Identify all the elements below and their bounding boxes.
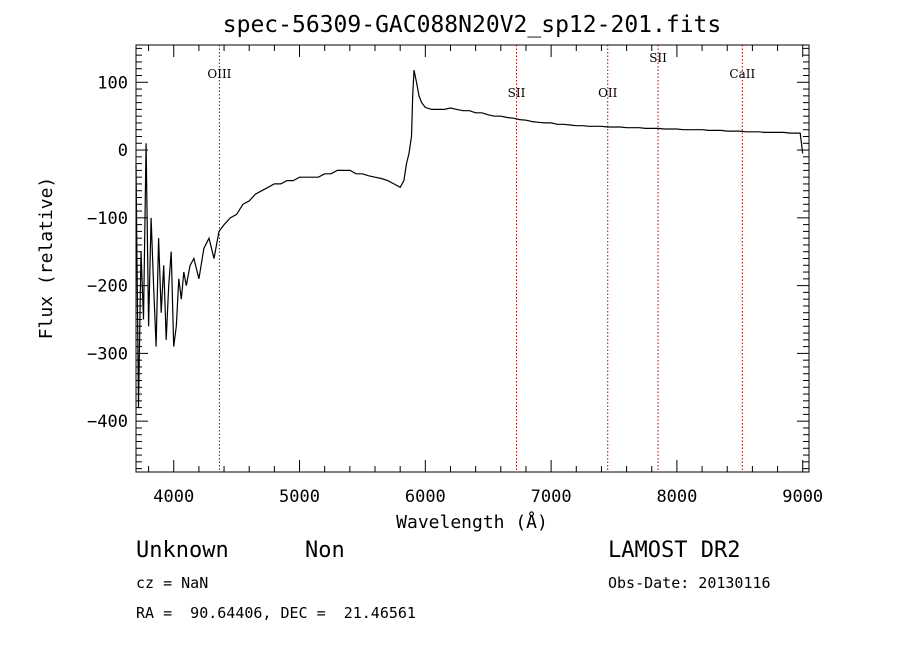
x-tick-label: 9000 [782,487,823,507]
x-axis: 4000 5000 6000 7000 8000 9000 [148,45,823,507]
y-tick-label: −400 [87,412,128,432]
spectral-line-label: OII [598,86,618,100]
y-tick-label: 100 [97,73,128,93]
x-tick-label: 7000 [531,487,572,507]
y-tick-label: −100 [87,209,128,229]
y-axis: −400 −300 −200 −100 0 100 [87,73,809,432]
cz-value: cz = NaN [136,574,209,592]
obs-date: Obs-Date: 20130116 [608,574,771,592]
x-axis-label: Wavelength (Å) [396,511,548,533]
spectral-line-label: SII [508,86,526,100]
spectral-line-label: OIII [207,67,231,81]
chart-title: spec-56309-GAC088N20V2_sp12-201.fits [223,12,722,38]
x-tick-label: 4000 [153,487,194,507]
x-tick-label: 8000 [656,487,697,507]
subclass-label: Non [305,538,345,563]
x-tick-label: 6000 [405,487,446,507]
class-label: Unknown [136,538,229,563]
survey-label: LAMOST DR2 [608,538,741,563]
spectral-lines: OIII SII OII SII CaII [207,45,755,472]
x-tick-label: 5000 [279,487,320,507]
spectral-line-label: CaII [729,67,755,81]
plot-frame [135,44,810,473]
y-tick-label: −300 [87,344,128,364]
spectrum-series-line [135,69,804,408]
spectral-line-label: SII [649,51,667,65]
y-tick-label: 0 [118,141,128,161]
y-tick-label: −200 [87,277,128,297]
ra-dec: RA = 90.64406, DEC = 21.46561 [136,604,416,622]
y-axis-label: Flux (relative) [36,177,57,340]
